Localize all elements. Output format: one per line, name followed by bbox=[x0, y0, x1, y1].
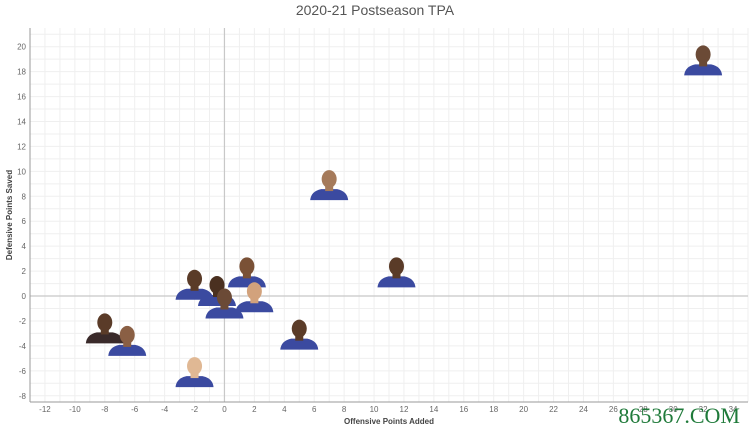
player-head-icon bbox=[321, 170, 337, 189]
player-neck-icon bbox=[250, 298, 259, 304]
player-neck-icon bbox=[190, 285, 199, 291]
x-tick-label: 12 bbox=[400, 405, 409, 414]
player-neck-icon bbox=[123, 341, 132, 347]
y-tick-label: 0 bbox=[22, 292, 27, 301]
player-jersey-icon bbox=[377, 276, 416, 288]
x-tick-label: 8 bbox=[342, 405, 347, 414]
player-head-icon bbox=[187, 357, 203, 376]
data-point bbox=[280, 319, 319, 350]
x-tick-label: -10 bbox=[69, 405, 81, 414]
y-tick-label: 8 bbox=[22, 192, 27, 201]
y-tick-label: -4 bbox=[19, 342, 27, 351]
x-tick-label: 30 bbox=[669, 405, 678, 414]
data-points bbox=[85, 45, 723, 388]
player-jersey-icon bbox=[235, 301, 274, 313]
x-tick-label: 16 bbox=[459, 405, 468, 414]
data-point bbox=[310, 170, 349, 201]
player-jersey-icon bbox=[205, 307, 244, 319]
data-point bbox=[205, 288, 244, 319]
player-head-icon bbox=[216, 288, 232, 307]
player-neck-icon bbox=[220, 304, 229, 310]
chart-title: 2020-21 Postseason TPA bbox=[295, 2, 455, 18]
data-point bbox=[175, 357, 214, 388]
y-tick-label: 6 bbox=[22, 217, 27, 226]
player-jersey-icon bbox=[108, 344, 147, 356]
player-head-icon bbox=[209, 276, 225, 295]
x-tick-label: 24 bbox=[579, 405, 588, 414]
y-tick-label: 2 bbox=[22, 267, 27, 276]
player-jersey-icon bbox=[684, 64, 723, 76]
y-tick-label: -6 bbox=[19, 367, 27, 376]
data-point bbox=[684, 45, 723, 76]
player-neck-icon bbox=[295, 335, 304, 341]
data-point bbox=[85, 313, 124, 344]
player-head-icon bbox=[291, 319, 307, 338]
y-tick-label: 4 bbox=[22, 242, 27, 251]
y-axis-title: Defensive Points Saved bbox=[5, 170, 14, 260]
x-tick-label: 22 bbox=[549, 405, 558, 414]
player-jersey-icon bbox=[280, 338, 319, 350]
player-neck-icon bbox=[699, 61, 708, 67]
player-neck-icon bbox=[212, 292, 221, 298]
player-head-icon bbox=[246, 282, 262, 301]
x-tick-label: -4 bbox=[161, 405, 169, 414]
x-tick-label: 20 bbox=[519, 405, 528, 414]
x-tick-label: -12 bbox=[39, 405, 51, 414]
x-axis-title: Offensive Points Added bbox=[344, 417, 434, 426]
player-head-icon bbox=[388, 257, 404, 276]
y-tick-label: -2 bbox=[19, 317, 27, 326]
x-tick-label: 10 bbox=[370, 405, 379, 414]
player-neck-icon bbox=[242, 273, 251, 279]
y-tick-label: 20 bbox=[17, 43, 26, 52]
player-neck-icon bbox=[100, 329, 109, 335]
y-tick-label: 16 bbox=[17, 93, 26, 102]
x-tick-label: 32 bbox=[699, 405, 708, 414]
watermark-text: 865367.COM bbox=[618, 403, 740, 428]
player-neck-icon bbox=[190, 373, 199, 379]
player-head-icon bbox=[695, 45, 711, 64]
x-tick-label: 26 bbox=[609, 405, 618, 414]
x-tick-label: 18 bbox=[489, 405, 498, 414]
x-tick-label: 4 bbox=[282, 405, 287, 414]
x-tick-label: -2 bbox=[191, 405, 199, 414]
x-tick-label: 6 bbox=[312, 405, 317, 414]
x-tick-label: 28 bbox=[639, 405, 648, 414]
y-tick-label: 18 bbox=[17, 68, 26, 77]
player-head-icon bbox=[187, 269, 203, 288]
player-jersey-icon bbox=[175, 376, 214, 388]
player-neck-icon bbox=[325, 186, 334, 192]
tick-labels: -12 -10 -8 -6 -4 -2 0 2 4 6 8 10 12 14 16 18 20 22 24 26 28 3… bbox=[17, 43, 738, 414]
data-point bbox=[235, 282, 274, 313]
x-tick-label: 34 bbox=[729, 405, 738, 414]
x-tick-label: -8 bbox=[101, 405, 109, 414]
x-tick-label: -6 bbox=[131, 405, 139, 414]
axes bbox=[29, 28, 748, 403]
y-tick-label: -8 bbox=[19, 392, 27, 401]
player-jersey-icon bbox=[310, 189, 349, 201]
player-jersey-icon bbox=[85, 332, 124, 344]
player-head-icon bbox=[239, 257, 255, 276]
x-tick-label: 14 bbox=[429, 405, 438, 414]
player-head-icon bbox=[119, 325, 135, 344]
player-head-icon bbox=[97, 313, 113, 332]
x-tick-label: 0 bbox=[222, 405, 227, 414]
y-tick-label: 14 bbox=[17, 118, 26, 127]
player-neck-icon bbox=[392, 273, 401, 279]
data-point bbox=[108, 325, 147, 356]
x-tick-label: 2 bbox=[252, 405, 257, 414]
y-tick-label: 12 bbox=[17, 142, 26, 151]
data-point bbox=[377, 257, 416, 288]
y-tick-label: 10 bbox=[17, 167, 26, 176]
data-point bbox=[227, 257, 266, 288]
